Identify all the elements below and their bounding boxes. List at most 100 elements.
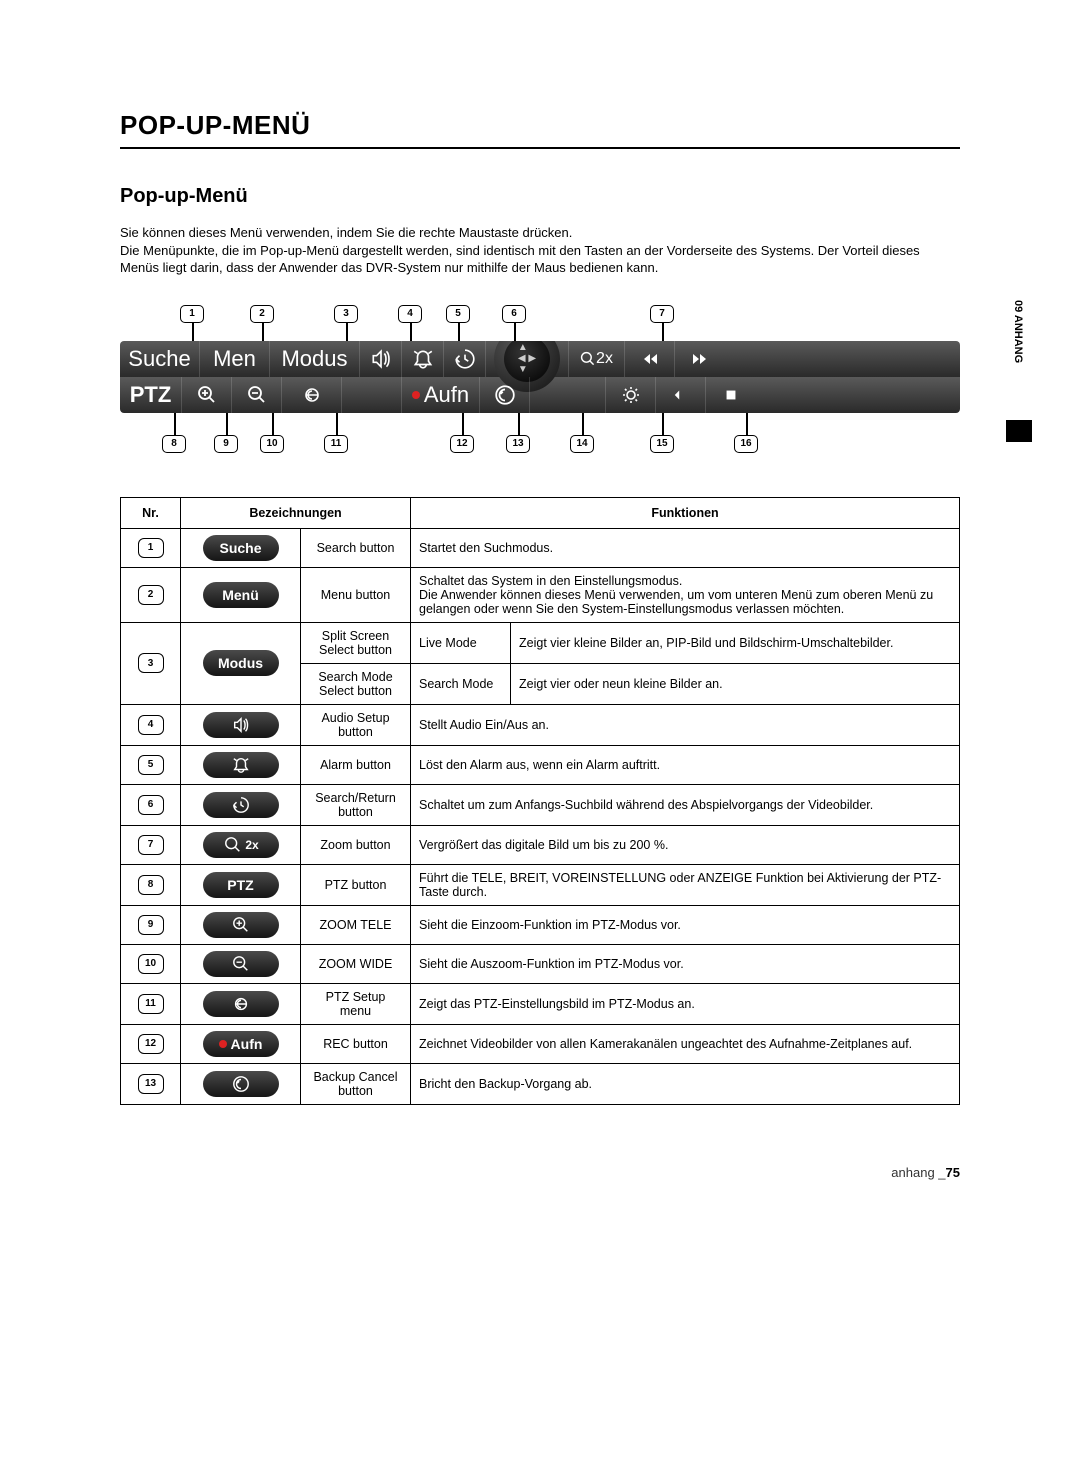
row-12-pill: Aufn (203, 1031, 279, 1057)
return-icon[interactable] (444, 341, 486, 377)
toolbar-row-1: Suche Men Modus ▲◀ ▶▼ 2x (120, 341, 960, 377)
callout-12: 12 (450, 435, 474, 453)
row-10-pill (203, 951, 279, 977)
row-9-btn: ZOOM TELE (301, 905, 411, 944)
row-12-num: 12 (138, 1034, 164, 1054)
pill-label: Modus (218, 655, 263, 671)
side-marker (1006, 420, 1032, 442)
toolbar: Suche Men Modus ▲◀ ▶▼ 2x PTZ Aufn (120, 341, 960, 413)
row-6-btn: Search/Return button (301, 784, 411, 825)
stop-icon[interactable] (706, 377, 756, 413)
zoom-plus-icon[interactable] (182, 377, 232, 413)
row-5-func: Löst den Alarm aus, wenn ein Alarm auftr… (411, 745, 960, 784)
callout-13: 13 (506, 435, 530, 453)
intro-line1: Sie können dieses Menü verwenden, indem … (120, 225, 572, 240)
zoom-minus-icon[interactable] (232, 377, 282, 413)
callout-8: 8 (162, 435, 186, 453)
callout-5: 5 (446, 305, 470, 323)
rec-dot-icon (219, 1040, 227, 1048)
rewind-icon[interactable] (625, 341, 675, 377)
intro-line2: Die Menüpunkte, die im Pop-up-Menü darge… (120, 243, 920, 276)
row-3-sub-a: Live Mode (411, 622, 511, 663)
gear-icon[interactable] (606, 377, 656, 413)
callout-10: 10 (260, 435, 284, 453)
callout-6: 6 (502, 305, 526, 323)
callout-7: 7 (650, 305, 674, 323)
callout-15: 15 (650, 435, 674, 453)
toolbar-row-2: PTZ Aufn (120, 377, 960, 413)
btn-aufn[interactable]: Aufn (402, 377, 480, 413)
row-1-func: Startet den Suchmodus. (411, 528, 960, 567)
row-6-pill (203, 792, 279, 818)
section-subtitle: Pop-up-Menü (120, 185, 960, 208)
row-6-num: 6 (138, 795, 164, 815)
callout-11: 11 (324, 435, 348, 453)
callout-16: 16 (734, 435, 758, 453)
row-7-num: 7 (138, 835, 164, 855)
cancel-icon[interactable] (480, 377, 530, 413)
row-2-btn: Menu button (301, 567, 411, 622)
row-9-func: Sieht die Einzoom-Funktion im PTZ-Modus … (411, 905, 960, 944)
row-7-pill: 2x (203, 832, 279, 858)
row-1-btn: Search button (301, 528, 411, 567)
callout-3: 3 (334, 305, 358, 323)
row-4-btn: Audio Setup button (301, 704, 411, 745)
forward-icon[interactable] (675, 341, 725, 377)
row-5-btn: Alarm button (301, 745, 411, 784)
rec-dot-icon (412, 391, 420, 399)
ptz-setup-icon[interactable] (282, 377, 342, 413)
callout-2: 2 (250, 305, 274, 323)
toolbar-diagram: 1234567 Suche Men Modus ▲◀ ▶▼ 2x PTZ Auf… (120, 305, 960, 457)
row-9-num: 9 (138, 915, 164, 935)
row-8-btn: PTZ button (301, 864, 411, 905)
row-2-num: 2 (138, 585, 164, 605)
row-9-pill (203, 912, 279, 938)
th-bez: Bezeichnungen (181, 497, 411, 528)
row-11-func: Zeigt das PTZ-Einstellungsbild im PTZ-Mo… (411, 983, 960, 1024)
row-10-func: Sieht die Auszoom-Funktion im PTZ-Modus … (411, 944, 960, 983)
alarm-icon[interactable] (402, 341, 444, 377)
side-tab: 09 ANHANG (1012, 300, 1024, 363)
btn-suche[interactable]: Suche (120, 341, 200, 377)
page-title: POP-UP-MENÜ (120, 110, 960, 149)
aufn-label: Aufn (424, 382, 469, 408)
row-13-func: Bricht den Backup-Vorgang ab. (411, 1063, 960, 1104)
pill-label: Menü (222, 587, 259, 603)
row-5-pill (203, 752, 279, 778)
audio-icon[interactable] (360, 341, 402, 377)
step-pause-icon[interactable] (656, 377, 706, 413)
top-callouts: 1 2 3 4 5 6 7 (120, 305, 960, 341)
row-1-num: 1 (138, 538, 164, 558)
btn-ptz[interactable]: PTZ (120, 377, 182, 413)
row-6-func: Schaltet um zum Anfangs-Suchbild während… (411, 784, 960, 825)
row-8-func: Führt die TELE, BREIT, VOREINSTELLUNG od… (411, 864, 960, 905)
zoom-icon[interactable]: 2x (569, 341, 625, 377)
page-footer: anhang _75 (120, 1165, 960, 1180)
row-13-pill (203, 1071, 279, 1097)
row-4-num: 4 (138, 715, 164, 735)
row-3-func-a: Zeigt vier kleine Bilder an, PIP-Bild un… (511, 622, 960, 663)
th-funk: Funktionen (411, 497, 960, 528)
footer-page: 75 (946, 1165, 960, 1180)
row-10-num: 10 (138, 954, 164, 974)
row-3-sub-b: Search Mode (411, 663, 511, 704)
btn-modus[interactable]: Modus (270, 341, 360, 377)
footer-label: anhang _ (891, 1165, 945, 1180)
row-5-num: 5 (138, 755, 164, 775)
dpad[interactable]: ▲◀ ▶▼ (486, 341, 569, 377)
row-4-pill (203, 712, 279, 738)
callout-4: 4 (398, 305, 422, 323)
bottom-callouts: 8910111213141516 (120, 413, 960, 457)
row-3-btn-b: Search Mode Select button (301, 663, 411, 704)
function-table: Nr. Bezeichnungen Funktionen 1 Suche Sea… (120, 497, 960, 1105)
row-10-btn: ZOOM WIDE (301, 944, 411, 983)
btn-men[interactable]: Men (200, 341, 270, 377)
row-2-pill: Menü (203, 582, 279, 608)
th-nr: Nr. (121, 497, 181, 528)
row-7-func: Vergrößert das digitale Bild um bis zu 2… (411, 825, 960, 864)
row-8-pill: PTZ (203, 872, 279, 898)
pill-label: Aufn (231, 1036, 263, 1052)
row-4-func: Stellt Audio Ein/Aus an. (411, 704, 960, 745)
callout-1: 1 (180, 305, 204, 323)
zoom-label: 2x (596, 350, 613, 368)
